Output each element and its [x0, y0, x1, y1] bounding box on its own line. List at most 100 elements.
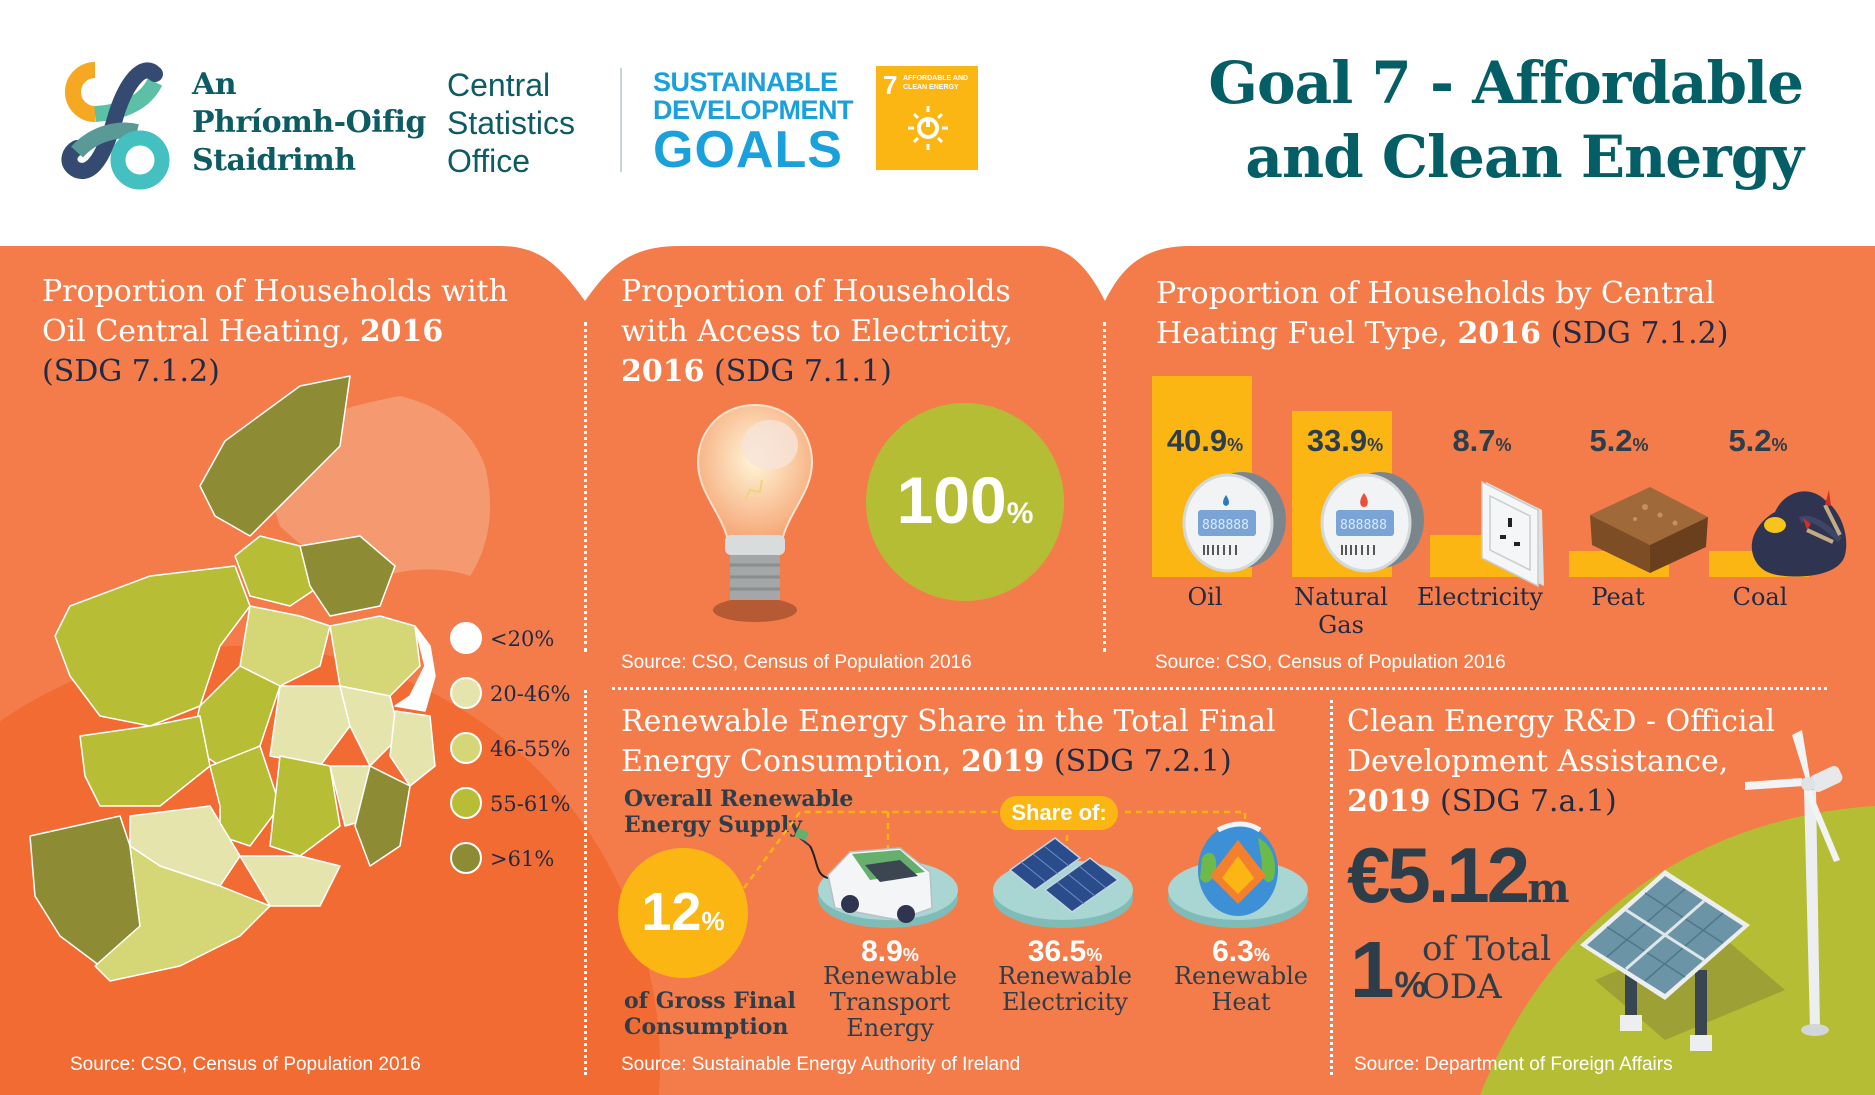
- overall-renewable-label: Overall Renewable Energy Supply: [624, 786, 853, 838]
- sdg7-label-line: AFFORDABLE AND: [903, 75, 969, 82]
- value-number: 40.9: [1166, 423, 1228, 458]
- sdg-code: (SDG 7.a.1): [1430, 784, 1617, 819]
- bar-value-electricity: 8.7%: [1412, 423, 1552, 459]
- power-socket-icon: [1481, 480, 1544, 588]
- wind-turbine-icon: [1745, 730, 1843, 1036]
- source-note: Source: CSO, Census of Population 2016: [1155, 652, 1506, 673]
- title-line: with Access to Electricity,: [621, 314, 1014, 349]
- infographic-background: [0, 246, 1875, 1095]
- title-line: Renewable Energy Share in the Total Fina…: [621, 704, 1276, 739]
- label-line: Electricity: [1002, 988, 1128, 1016]
- label-line: Heat: [1211, 988, 1271, 1016]
- title-year: 2016: [621, 354, 705, 389]
- sdg7-badge: 7 AFFORDABLE AND CLEAN ENERGY: [876, 66, 978, 170]
- value-unit: %: [902, 945, 919, 965]
- overall-renewable-circle: 12%: [618, 848, 748, 978]
- cso-english-line: Office: [447, 143, 530, 179]
- title-line: Proportion of Households by Central: [1156, 276, 1715, 311]
- value-number: 100: [896, 463, 1007, 537]
- value-unit: %: [701, 906, 725, 936]
- pct-value: 1: [1350, 925, 1395, 1014]
- cso-irish-line: Staidrimh: [192, 143, 356, 178]
- sdg-word: SUSTAINABLE: [653, 67, 838, 97]
- title-line: Heating Fuel Type,: [1156, 316, 1458, 351]
- value-number: 8.7: [1452, 423, 1496, 458]
- label-line: Renewable: [997, 962, 1133, 990]
- label-line: Overall Renewable: [624, 786, 854, 812]
- cso-english-line: Central: [447, 67, 551, 103]
- header: An Phríomh-Oifig Staidrimh Central Stati…: [0, 0, 1875, 245]
- title-line: Proportion of Households with: [42, 274, 508, 309]
- legend-label: 20-46%: [490, 682, 571, 706]
- value-number: 5.2: [1728, 423, 1772, 458]
- value-unit: %: [1632, 435, 1649, 455]
- title-year: 2016: [359, 314, 444, 349]
- source-note: Source: Sustainable Energy Authority of …: [621, 1054, 1021, 1075]
- value-unit: %: [1495, 435, 1512, 455]
- label-line: ODA: [1422, 967, 1502, 1007]
- electricity-title: Proportion of Households with Access to …: [621, 272, 1091, 392]
- label-line: of Gross Final: [624, 988, 796, 1014]
- source-note: Source: CSO, Census of Population 2016: [621, 652, 972, 673]
- legend-label: 46-55%: [490, 737, 571, 761]
- label-line: Renewable: [1173, 962, 1309, 990]
- divider: [584, 690, 587, 1075]
- divider: [612, 687, 1827, 690]
- sdg-word-goals: GOALS: [653, 121, 843, 179]
- page-title: Goal 7 - Affordable and Clean Energy: [1043, 46, 1804, 194]
- light-bulb-icon: [696, 403, 814, 622]
- divider: [1330, 700, 1333, 1075]
- bar-value-oil: 40.9%: [1135, 423, 1275, 459]
- sdg-word: DEVELOPMENT: [653, 95, 854, 125]
- page-title-line: and Clean Energy: [1245, 123, 1804, 191]
- oil-meter-icon: 888888: [1182, 472, 1286, 573]
- title-line: Energy Consumption,: [621, 744, 961, 779]
- value-number: 12: [641, 882, 702, 942]
- cso-english-line: Statistics: [447, 105, 576, 141]
- legend-swatch: [450, 622, 482, 654]
- solar-panel-stand-icon: [1580, 870, 1785, 1051]
- sdg-code: (SDG 7.1.2): [1541, 316, 1729, 351]
- cso-irish-line: An: [192, 67, 237, 102]
- share-label-electricity: Renewable Electricity: [975, 963, 1155, 1015]
- value-number: 33.9: [1306, 423, 1368, 458]
- bar-category-label: Coal: [1732, 583, 1788, 611]
- sdg-code: (SDG 7.1.1): [704, 354, 892, 389]
- oda-amount: €5.12m: [1347, 835, 1570, 929]
- sdg7-label: AFFORDABLE AND CLEAN ENERGY: [903, 74, 968, 92]
- overall-renewable-sub: of Gross Final Consumption: [624, 988, 796, 1040]
- legend-label: <20%: [490, 627, 555, 651]
- cso-english-name: Central Statistics Office: [447, 66, 575, 180]
- sdg-code: (SDG 7.1.2): [42, 354, 220, 389]
- header-divider: [620, 68, 622, 172]
- coal-pile-icon: [1751, 490, 1847, 577]
- bar-category-label: Oil: [1187, 583, 1223, 611]
- overall-renewable-value: 12%: [618, 882, 748, 951]
- share-value-electricity: 36.5%: [975, 935, 1155, 969]
- fuel-type-title: Proportion of Households by Central Heat…: [1156, 274, 1856, 354]
- bar-value-coal: 5.2%: [1688, 423, 1828, 459]
- oil-heating-title: Proportion of Households with Oil Centra…: [42, 272, 562, 392]
- share-of-badge: Share of:: [1000, 796, 1118, 830]
- legend-label: >61%: [490, 847, 555, 871]
- cso-irish-line: Phríomh-Oifig: [192, 105, 426, 140]
- legend-label: 55-61%: [490, 792, 571, 816]
- title-line: Development Assistance,: [1347, 744, 1729, 779]
- sdg-wordmark: SUSTAINABLE DEVELOPMENT GOALS: [653, 67, 854, 179]
- sdg-code: (SDG 7.2.1): [1044, 744, 1232, 779]
- electric-car-icon: [795, 828, 933, 923]
- value-unit: %: [1253, 945, 1270, 965]
- value-number: 5.2: [1589, 423, 1633, 458]
- category-text: Natural Gas: [1294, 583, 1388, 639]
- label-line: Energy Supply: [624, 812, 802, 838]
- earth-core-icon: [1198, 821, 1278, 916]
- value-number: 8.9: [861, 935, 903, 968]
- label-line: of Total: [1422, 929, 1552, 969]
- legend-swatch: [450, 677, 482, 709]
- label-line: Renewable: [822, 962, 958, 990]
- sdg7-number: 7: [883, 70, 898, 100]
- title-line: Oil Central Heating,: [42, 314, 360, 349]
- share-label-transport: Renewable Transport Energy: [800, 963, 980, 1041]
- oda-title: Clean Energy R&D - Official Development …: [1347, 702, 1807, 822]
- source-note: Source: CSO, Census of Population 2016: [70, 1054, 421, 1075]
